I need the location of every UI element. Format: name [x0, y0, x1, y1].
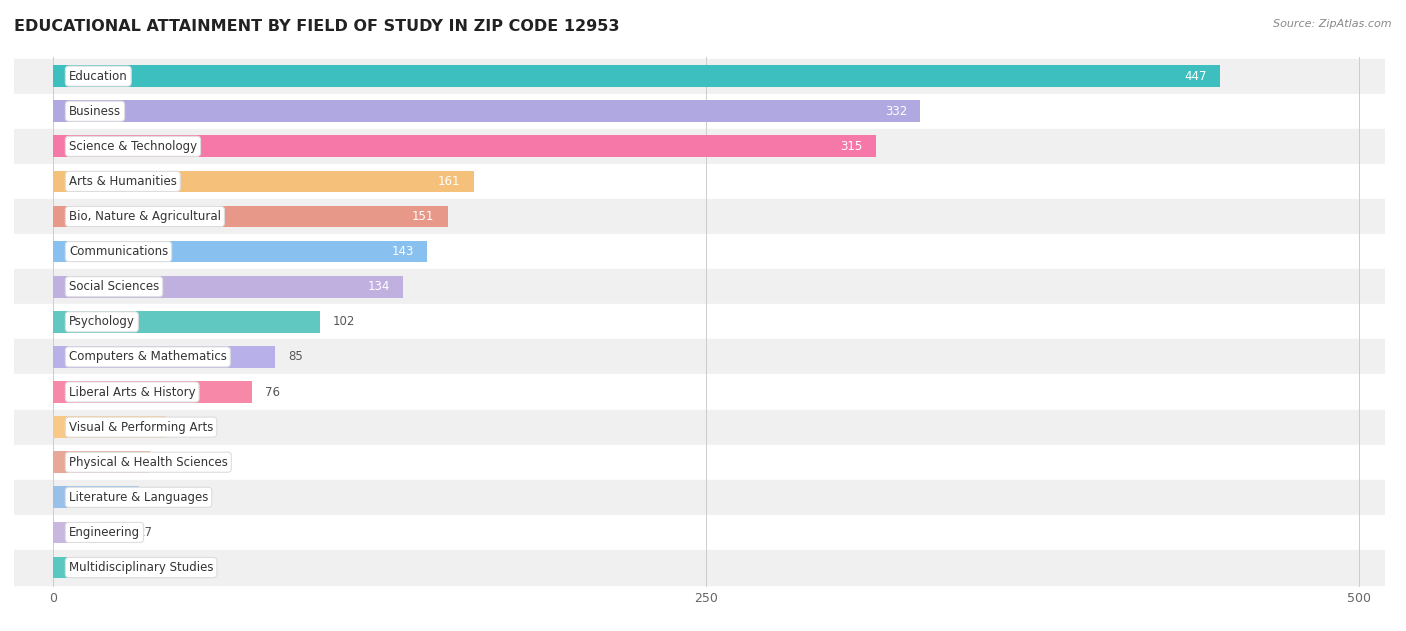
Bar	[14, 304, 1385, 339]
Text: 43: 43	[179, 421, 194, 433]
Bar	[53, 100, 920, 122]
Text: 161: 161	[439, 175, 461, 188]
Text: Visual & Performing Arts: Visual & Performing Arts	[69, 421, 214, 433]
Text: EDUCATIONAL ATTAINMENT BY FIELD OF STUDY IN ZIP CODE 12953: EDUCATIONAL ATTAINMENT BY FIELD OF STUDY…	[14, 19, 620, 34]
Bar	[14, 480, 1385, 515]
Text: Communications: Communications	[69, 245, 169, 258]
Bar	[53, 206, 447, 227]
Text: 143: 143	[391, 245, 413, 258]
Bar	[14, 269, 1385, 304]
Text: Liberal Arts & History: Liberal Arts & History	[69, 386, 195, 399]
Text: 134: 134	[368, 280, 389, 293]
Text: Arts & Humanities: Arts & Humanities	[69, 175, 177, 188]
Text: 33: 33	[152, 491, 167, 504]
Bar	[53, 240, 426, 262]
Bar	[53, 136, 876, 157]
Bar	[14, 374, 1385, 410]
Bar	[14, 234, 1385, 269]
Text: Engineering: Engineering	[69, 526, 141, 539]
Text: Physical & Health Sciences: Physical & Health Sciences	[69, 456, 228, 469]
Bar	[14, 550, 1385, 585]
Text: 76: 76	[264, 386, 280, 399]
Text: 85: 85	[288, 350, 302, 363]
Text: Bio, Nature & Agricultural: Bio, Nature & Agricultural	[69, 210, 221, 223]
Text: Multidisciplinary Studies: Multidisciplinary Studies	[69, 561, 214, 574]
Bar	[14, 129, 1385, 164]
Text: 37: 37	[163, 456, 177, 469]
Bar	[53, 557, 82, 579]
Text: 315: 315	[841, 140, 863, 153]
Bar	[53, 276, 404, 298]
Bar	[14, 515, 1385, 550]
Bar	[14, 164, 1385, 199]
Text: 447: 447	[1185, 69, 1208, 83]
Bar	[14, 445, 1385, 480]
Text: 102: 102	[333, 316, 354, 328]
Bar	[53, 170, 474, 192]
Text: Social Sciences: Social Sciences	[69, 280, 159, 293]
Bar	[53, 381, 252, 403]
Text: Science & Technology: Science & Technology	[69, 140, 197, 153]
Bar	[53, 416, 166, 438]
Bar	[53, 311, 319, 333]
Bar	[14, 339, 1385, 374]
Bar	[14, 93, 1385, 129]
Text: Computers & Mathematics: Computers & Mathematics	[69, 350, 226, 363]
Text: 27: 27	[136, 526, 152, 539]
Text: Education: Education	[69, 69, 128, 83]
Bar	[53, 522, 124, 543]
Bar	[14, 199, 1385, 234]
Text: Literature & Languages: Literature & Languages	[69, 491, 208, 504]
Bar	[14, 59, 1385, 93]
Text: 151: 151	[412, 210, 434, 223]
Bar	[53, 487, 139, 508]
Bar	[53, 451, 150, 473]
Text: 332: 332	[884, 105, 907, 118]
Text: Psychology: Psychology	[69, 316, 135, 328]
Bar	[53, 346, 276, 368]
Text: 11: 11	[96, 561, 110, 574]
Bar	[53, 65, 1220, 87]
Text: Business: Business	[69, 105, 121, 118]
Text: Source: ZipAtlas.com: Source: ZipAtlas.com	[1274, 19, 1392, 29]
Bar	[14, 410, 1385, 445]
